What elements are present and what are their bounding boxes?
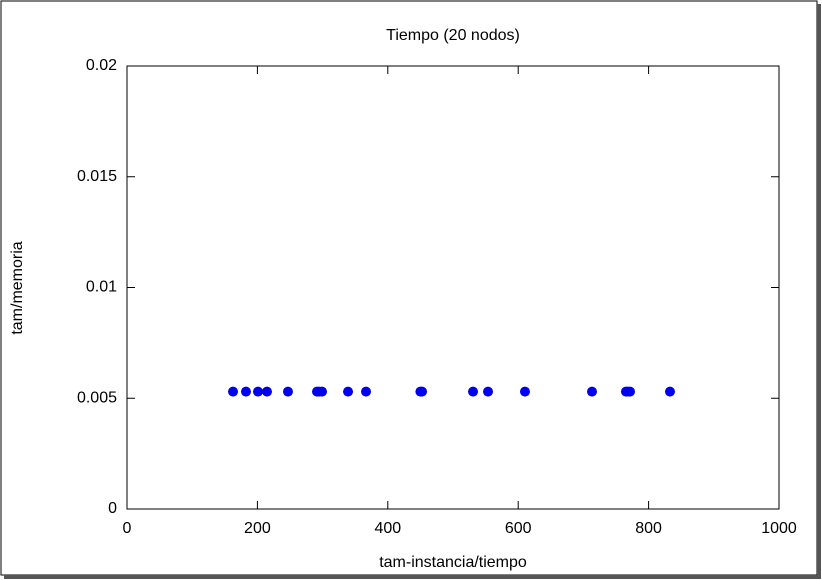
point — [587, 386, 598, 397]
point — [625, 386, 636, 397]
x-tick-label: 200 — [244, 520, 271, 537]
chart-title: Tiempo (20 nodos) — [386, 27, 520, 44]
frame-shadow — [4, 575, 821, 579]
x-tick-label: 0 — [123, 520, 132, 537]
y-tick-label: 0.02 — [86, 57, 117, 74]
point — [361, 386, 372, 397]
point — [252, 386, 263, 397]
point — [282, 386, 293, 397]
y-tick-label: 0.015 — [77, 168, 117, 185]
x-tick-label: 600 — [505, 520, 532, 537]
frame-shadow — [817, 4, 821, 579]
point — [519, 386, 530, 397]
point — [228, 386, 239, 397]
x-axis-label: tam-instancia/tiempo — [379, 554, 527, 571]
point — [468, 386, 479, 397]
x-tick-label: 400 — [374, 520, 401, 537]
point — [240, 386, 251, 397]
point — [343, 386, 354, 397]
y-tick-label: 0 — [108, 500, 117, 517]
point — [483, 386, 494, 397]
point — [664, 386, 675, 397]
x-tick-label: 1000 — [761, 520, 797, 537]
y-tick-label: 0.005 — [77, 389, 117, 406]
point — [317, 386, 328, 397]
point — [261, 386, 272, 397]
y-tick-label: 0.01 — [86, 279, 117, 296]
y-axis-label: tam/memoria — [9, 241, 26, 334]
x-tick-label: 800 — [635, 520, 662, 537]
point — [417, 386, 428, 397]
